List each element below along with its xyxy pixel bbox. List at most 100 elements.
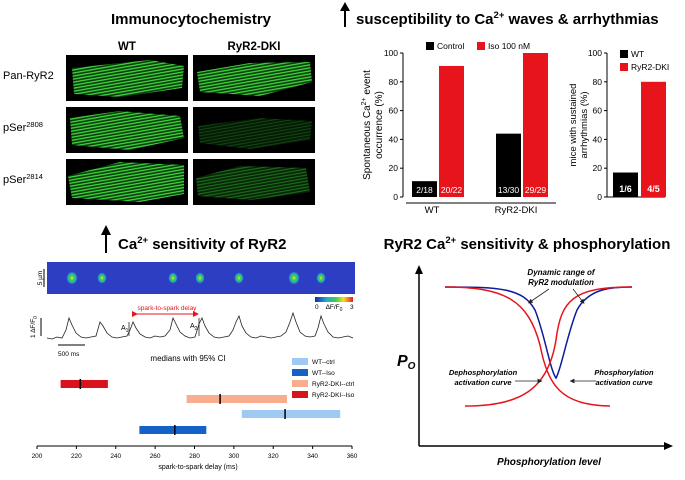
micrograph-dki-pser2808	[193, 107, 315, 153]
interval-legend-label-3: RyR2-DKI--Iso	[312, 392, 355, 399]
interval-legend-label-1: WT--Iso	[312, 370, 335, 377]
immuno-col-dki: RyR2-DKI	[227, 41, 280, 53]
interval-bar-1	[139, 426, 207, 434]
colorbar-max: 3	[350, 304, 354, 311]
micrograph-wt-pser2808	[66, 107, 188, 153]
linescan-image	[47, 262, 355, 294]
interval-legend-swatch-1	[292, 369, 308, 376]
immuno-row-pser2808: pSer2808	[3, 120, 43, 134]
interval-xtick-label: 220	[71, 453, 82, 460]
legend-control: Control	[437, 41, 465, 51]
micrograph-dki-panryr2	[193, 55, 315, 101]
interval-title: medians with 95% CI	[150, 354, 225, 363]
trace-ylabel: 1 ΔF/F0	[30, 316, 39, 338]
susceptibility-arrow	[340, 2, 350, 27]
chart2-bar-0	[613, 172, 638, 197]
chart1-category-wt: WT	[425, 205, 440, 216]
chart1-bar-label: 20/22	[441, 185, 463, 195]
micrograph-dki-pser2814	[193, 159, 315, 205]
legend-swatch-iso	[477, 42, 485, 50]
sustained-arrhythmia-chart: mice with sustained arrhythmias (%) 0 20 4…	[568, 48, 669, 202]
event-occurrence-chart: Spontaneous Ca2+ event occurrence (%) 0 2…	[361, 41, 556, 216]
phospho-ylabel: PO	[397, 353, 416, 372]
sensitivity-title: Ca2+ sensitivity of RyR2	[118, 235, 286, 253]
dynamic-range-arrow-right	[572, 288, 585, 304]
chart1-ytick-label: 20	[389, 163, 399, 173]
dephosphorylation-curve	[444, 286, 611, 407]
immuno-row-pser2814: pSer2814	[3, 172, 43, 186]
interval-bar-3	[60, 380, 108, 388]
chart2-ytick-label: 80	[593, 77, 603, 87]
susceptibility-title: susceptibility to Ca2+ waves & arrhythmi…	[356, 10, 659, 28]
dynamic-range-line1: Dynamic range of	[527, 268, 595, 277]
legend-swatch-control	[426, 42, 434, 50]
immuno-col-wt: WT	[118, 41, 136, 53]
legend2-dki: RyR2-DKI	[631, 62, 669, 72]
chart2-ytick-label: 100	[588, 48, 602, 58]
interval-bar-0	[241, 410, 341, 418]
interval-legend-swatch-2	[292, 380, 308, 387]
interval-xtick-label: 240	[110, 453, 121, 460]
a1-label: A1	[121, 325, 129, 334]
chart2-ytick-label: 40	[593, 134, 603, 144]
chart2-bar-label: 4/5	[647, 184, 660, 194]
fluorescence-trace	[46, 311, 354, 340]
interval-xlabel: spark-to-spark delay (ms)	[158, 464, 237, 471]
scale-5um: 5 µm	[37, 271, 44, 286]
dynamic-range-line2: RyR2 modulation	[528, 278, 594, 287]
micrograph-wt-panryr2	[66, 55, 188, 101]
interval-xtick-label: 260	[150, 453, 161, 460]
interval-legend-label-0: WT--ctrl	[312, 359, 335, 366]
micrograph-wt-pser2814	[66, 159, 188, 205]
dephos-label-line1: Dephosphorylation	[449, 368, 518, 377]
chart1-bar-1-0	[439, 65, 464, 198]
chart2-ylabel-line2: arrhythmias (%)	[579, 91, 590, 158]
chart2-bar-1	[641, 81, 666, 197]
phosphorylation-curve	[464, 286, 633, 407]
chart1-ytick-label: 80	[389, 77, 399, 87]
phospho-xlabel: Phosphorylation level	[497, 457, 601, 468]
chart1-bar-label: 29/29	[525, 185, 547, 195]
colorbar-label: ΔF/F0	[326, 304, 343, 313]
chart1-bar-0-1	[496, 133, 521, 197]
legend2-swatch-wt	[620, 50, 628, 58]
chart2-ytick-label: 20	[593, 163, 603, 173]
interval-legend-swatch-0	[292, 358, 308, 365]
chart1-bar-0-0	[412, 181, 437, 197]
interval-legend-swatch-3	[292, 391, 308, 398]
phos-label-line1: Phosphorylation	[594, 368, 654, 377]
chart1-bar-1-1	[523, 53, 548, 197]
a2-label: A2	[190, 323, 198, 332]
chart1-ylabel-line1: Spontaneous Ca2+ event	[361, 70, 373, 180]
interval-xtick-label: 200	[32, 453, 43, 460]
interval-xtick-label: 320	[268, 453, 279, 460]
colorbar	[315, 297, 353, 302]
interval-legend-label-2: RyR2-DKI--ctrl	[312, 381, 355, 388]
chart2-ytick-label: 60	[593, 106, 603, 116]
colorbar-min: 0	[315, 304, 319, 311]
interval-bar-2	[186, 395, 288, 403]
interval-chart: WT--ctrl WT--Iso RyR2-DKI--ctrl RyR2-DKI--I…	[32, 358, 358, 460]
chart1-ytick-label: 100	[384, 48, 398, 58]
phos-label-line2: activation curve	[595, 378, 652, 387]
interval-xtick-label: 360	[347, 453, 358, 460]
immuno-row-panryr2: Pan-RyR2	[3, 70, 54, 82]
sensitivity-arrow	[101, 225, 111, 253]
interval-xtick-label: 340	[307, 453, 318, 460]
dephos-label-line2: activation curve	[454, 378, 511, 387]
phospho-axes	[415, 265, 673, 450]
interval-xtick-label: 300	[228, 453, 239, 460]
dynamic-range-arrow-left	[528, 288, 550, 304]
legend2-wt: WT	[631, 49, 644, 59]
net-activity-curve-blue	[444, 286, 633, 380]
chart1-ylabel-line2: occurrence (%)	[374, 91, 385, 159]
phospho-title: RyR2 Ca2+ sensitivity & phosphorylation	[384, 235, 671, 253]
chart1-category-dki: RyR2-DKI	[495, 205, 538, 216]
chart1-bar-label: 13/30	[498, 185, 520, 195]
delay-label: spark-to-spark delay	[138, 305, 198, 312]
immuno-title: Immunocytochemistry	[111, 11, 272, 28]
time-scale: 500 ms	[58, 351, 80, 358]
chart2-ytick-label: 0	[597, 192, 602, 202]
